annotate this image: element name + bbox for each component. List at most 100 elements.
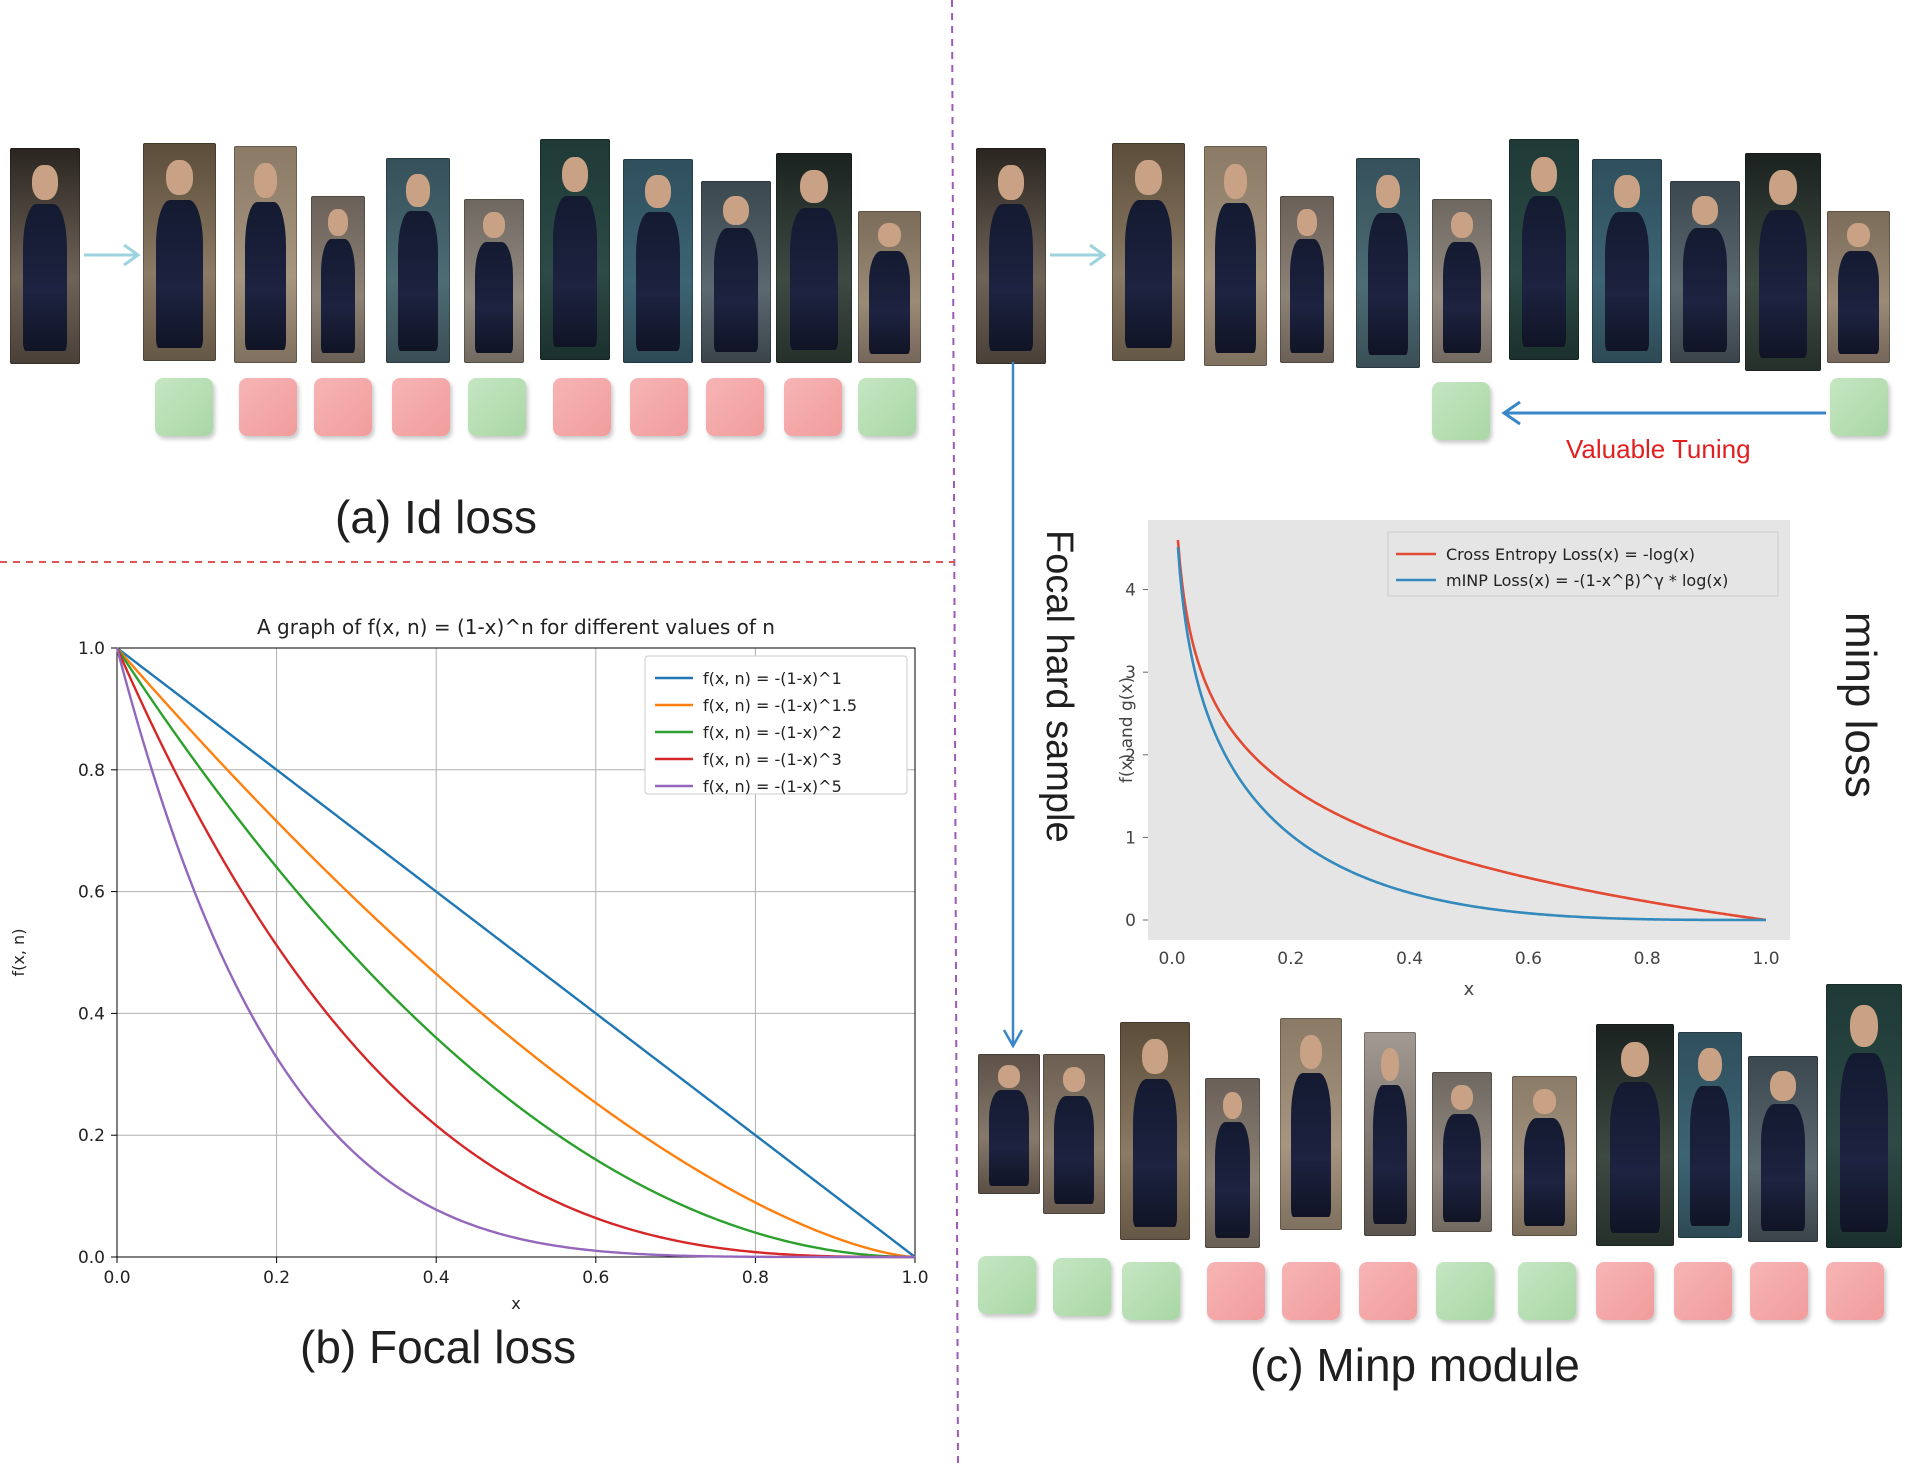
label-square [1518, 1262, 1576, 1320]
label-square [1359, 1262, 1417, 1320]
y-tick-label: 2 [1125, 746, 1136, 766]
legend-box [1387, 531, 1779, 597]
legend-label: f(x, n) = -(1-x)^1.5 [703, 696, 857, 715]
x-tick-label: 0.6 [1515, 949, 1542, 969]
minp-loss-label: minp loss [1836, 612, 1885, 798]
legend-box [644, 655, 908, 795]
valuable-tuning-label: Valuable Tuning [1566, 434, 1751, 464]
gallery-image [1678, 1032, 1742, 1238]
x-tick-label: 0.8 [1634, 949, 1661, 969]
legend-label: Cross Entropy Loss(x) = -log(x) [1446, 545, 1695, 564]
x-tick-label: 0.4 [423, 1268, 450, 1288]
label-square [630, 378, 688, 436]
gallery-image [143, 143, 216, 361]
focal-loss-chart: 0.0 0.2 0.4 0.6 0.8 1.0 0.0 0.2 0.4 0.6 0.8 1.0 A gr… [9, 615, 929, 1313]
x-tick-label: 0.0 [1158, 949, 1185, 969]
gallery-image [1205, 1078, 1260, 1248]
gallery-image [1748, 1056, 1818, 1242]
legend-label: f(x, n) = -(1-x)^2 [703, 723, 842, 742]
gallery-image [701, 181, 771, 363]
gallery-image [1112, 143, 1185, 361]
gallery-image [858, 211, 921, 363]
label-square [1596, 1262, 1654, 1320]
label-square [553, 378, 611, 436]
gallery-image [1280, 1018, 1342, 1230]
y-axis-label: f(x) and g(x) [1117, 677, 1137, 783]
series-line [1176, 539, 1767, 922]
label-square [1122, 1262, 1180, 1320]
legend-label: f(x, n) = -(1-x)^5 [703, 777, 842, 796]
minp-loss-chart: 0.0 0.2 0.4 0.6 0.8 1.0 0 1 2 3 4 x f(x) and g(x) Cro… [1117, 520, 1790, 1000]
x-tick-label: 0.4 [1396, 949, 1423, 969]
gallery-image [1280, 196, 1334, 363]
arrow-right-icon [1050, 243, 1107, 267]
gallery-image [464, 199, 524, 363]
gallery-image [1670, 181, 1740, 363]
gallery-image [1509, 139, 1579, 360]
gallery-image [1592, 159, 1662, 363]
x-tick-label: 0.8 [742, 1268, 769, 1288]
gallery-image [776, 153, 852, 363]
gallery-image [540, 139, 610, 360]
gallery-image [1827, 211, 1890, 363]
plot-frame [116, 647, 916, 1258]
chart-title: A graph of f(x, n) = (1-x)^n for differe… [257, 615, 775, 639]
label-square [858, 378, 916, 436]
y-tick-label: 1.0 [78, 639, 105, 659]
y-tick-label: 0.6 [78, 883, 105, 903]
gallery-image [1432, 199, 1492, 363]
gallery-image [1120, 1022, 1190, 1240]
caption-minp-module: (c) Minp module [1250, 1339, 1580, 1391]
legend-label: f(x, n) = -(1-x)^1 [703, 669, 842, 688]
gallery-image [1826, 984, 1902, 1248]
gallery-image [1204, 146, 1267, 366]
y-tick-label: 0.0 [78, 1248, 105, 1268]
series-line [115, 647, 915, 1259]
y-tick-label: 0.4 [78, 1004, 105, 1024]
x-tick-label: 0.2 [1277, 949, 1304, 969]
label-square [1826, 1262, 1884, 1320]
gallery-image [1356, 158, 1420, 368]
label-square [1830, 378, 1888, 436]
label-square [1432, 382, 1490, 440]
label-square [1053, 1258, 1111, 1316]
gallery-image [1043, 1054, 1105, 1214]
label-square [978, 1256, 1036, 1314]
gallery-image [1596, 1024, 1674, 1246]
gallery-image [386, 158, 450, 363]
label-square [1436, 1262, 1494, 1320]
arrow-right-icon [84, 243, 141, 267]
label-square [1207, 1262, 1265, 1320]
series-line [116, 647, 916, 1259]
legend-label: f(x, n) = -(1-x)^3 [703, 750, 842, 769]
x-tick-label: 0.0 [103, 1268, 130, 1288]
label-square [1674, 1262, 1732, 1320]
label-square [784, 378, 842, 436]
gallery-image [623, 159, 693, 363]
series-line [115, 647, 915, 1259]
label-square [314, 378, 372, 436]
label-square [468, 378, 526, 436]
y-tick-label: 3 [1125, 663, 1136, 683]
label-square [1750, 1262, 1808, 1320]
x-tick-label: 0.6 [582, 1268, 609, 1288]
series-line [116, 647, 916, 1258]
query-image [976, 148, 1046, 364]
gallery-image [1364, 1032, 1416, 1236]
y-axis-label: f(x, n) [9, 929, 28, 977]
x-tick-label: 1.0 [901, 1268, 928, 1288]
gallery-image [978, 1054, 1040, 1194]
caption-id-loss: (a) Id loss [335, 491, 537, 543]
x-axis-label: x [1464, 979, 1475, 1000]
x-tick-label: 1.0 [1752, 949, 1779, 969]
gallery-image [1745, 153, 1821, 371]
y-tick-label: 0.2 [78, 1126, 105, 1146]
gallery-image [311, 196, 365, 363]
y-tick-label: 1 [1125, 828, 1136, 848]
caption-focal-loss: (b) Focal loss [300, 1321, 577, 1373]
vertical-divider [951, 0, 959, 1466]
series-line [115, 647, 916, 1259]
arrow-left-icon [1501, 400, 1826, 426]
y-tick-label: 0 [1125, 911, 1136, 931]
